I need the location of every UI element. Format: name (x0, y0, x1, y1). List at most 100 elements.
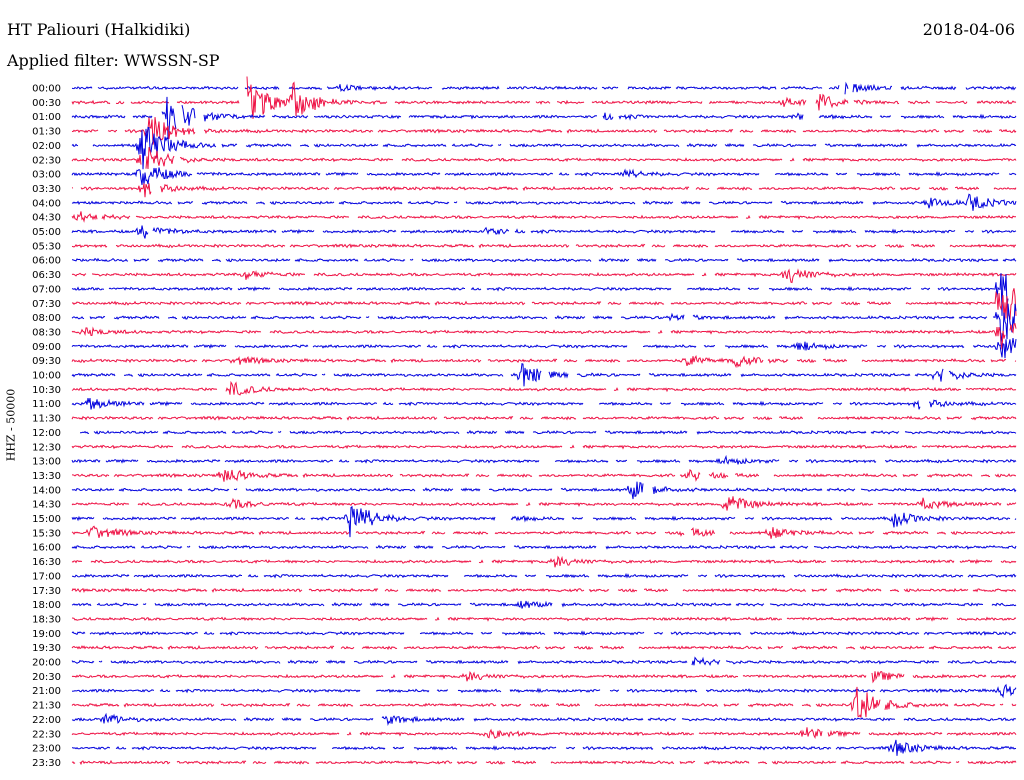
station-title: HT Paliouri (Halkidiki) (7, 20, 191, 39)
time-tick-label: 04:30 (32, 213, 61, 224)
seismic-trace-1700 (71, 572, 1017, 579)
time-tick-label: 20:30 (32, 672, 61, 683)
time-tick-label: 00:30 (32, 98, 61, 109)
seismic-trace-1900 (71, 630, 1017, 637)
seismic-trace-1430 (71, 496, 1017, 511)
seismic-trace-2100 (71, 683, 1017, 699)
time-tick-label: 08:30 (32, 327, 61, 338)
time-tick-label: 20:00 (32, 658, 61, 669)
seismic-trace-0830 (71, 323, 1017, 350)
seismic-trace-0700 (71, 273, 1009, 316)
time-tick-label: 06:30 (32, 270, 61, 281)
seismic-trace-1130 (71, 415, 1017, 421)
time-tick-label: 02:30 (32, 155, 61, 166)
seismic-trace-0330 (71, 183, 1017, 198)
date-label: 2018-04-06 (922, 20, 1015, 39)
seismic-trace-0130 (71, 117, 1017, 145)
seismic-trace-0600 (72, 257, 1017, 263)
time-tick-label: 12:00 (32, 428, 61, 439)
time-tick-label: 12:30 (32, 442, 61, 453)
seismic-trace-1400 (71, 481, 1017, 500)
seismic-trace-1300 (71, 454, 1017, 465)
seismic-trace-0900 (71, 338, 1017, 359)
time-tick-label: 23:30 (32, 758, 61, 769)
time-tick-label: 21:30 (32, 701, 61, 712)
time-tick-label: 13:00 (32, 457, 61, 468)
seismic-trace-1830 (71, 616, 1017, 622)
time-tick-label: 10:30 (32, 385, 61, 396)
time-tick-label: 18:30 (32, 614, 61, 625)
time-tick-label: 23:00 (32, 744, 61, 755)
time-tick-label: 19:30 (32, 643, 61, 654)
seismic-trace-1230 (71, 444, 1017, 450)
seismic-trace-0100 (71, 96, 1017, 140)
time-tick-label: 01:30 (32, 127, 61, 138)
time-tick-label: 15:00 (32, 514, 61, 525)
seismic-trace-2030 (71, 670, 1017, 684)
seismic-trace-0430 (71, 211, 1016, 223)
time-tick-label: 17:00 (32, 571, 61, 582)
seismic-trace-1500 (71, 505, 1017, 538)
seismic-trace-1600 (71, 544, 1017, 550)
time-tick-label: 14:30 (32, 500, 61, 511)
seismic-trace-0300 (71, 167, 1017, 185)
time-tick-label: 03:00 (32, 170, 61, 181)
seismic-trace-2000 (71, 656, 1017, 667)
time-tick-label: 13:30 (32, 471, 61, 482)
time-tick-label: 15:30 (32, 528, 61, 539)
seismic-trace-0000 (71, 81, 1017, 95)
time-tick-label: 22:30 (32, 729, 61, 740)
seismic-trace-1330 (72, 468, 1016, 482)
seismic-trace-1630 (71, 555, 1017, 568)
seismic-trace-2230 (71, 727, 1017, 740)
seismic-trace-2330 (71, 759, 1017, 766)
time-tick-label: 05:30 (32, 241, 61, 252)
seismic-trace-0930 (71, 354, 1017, 369)
time-tick-label: 21:00 (32, 686, 61, 697)
seismic-trace-0530 (71, 243, 1017, 249)
seismic-trace-1000 (71, 362, 1017, 387)
seismic-trace-2300 (72, 739, 1017, 756)
seismic-trace-0500 (71, 225, 1017, 239)
time-tick-label: 16:30 (32, 557, 61, 568)
seismic-trace-1030 (71, 380, 1017, 396)
seismic-trace-0230 (71, 147, 1017, 170)
seismic-trace-1200 (79, 429, 1017, 435)
time-tick-label: 16:00 (32, 543, 61, 554)
seismic-trace-1530 (71, 525, 1016, 539)
time-tick-label: 02:00 (32, 141, 61, 152)
time-tick-label: 03:30 (32, 184, 61, 195)
time-tick-label: 11:00 (32, 399, 61, 410)
time-tick-label: 10:00 (32, 371, 61, 382)
time-tick-label: 05:00 (32, 227, 61, 238)
seismic-trace-2130 (71, 686, 1017, 718)
seismic-trace-1100 (71, 397, 1017, 410)
seismic-trace-1930 (71, 645, 1017, 651)
seismic-trace-1800 (71, 600, 1017, 609)
time-tick-label: 18:00 (32, 600, 61, 611)
seismic-trace-0030 (71, 76, 1017, 119)
time-tick-label: 09:00 (32, 342, 61, 353)
time-tick-label: 07:30 (32, 299, 61, 310)
time-tick-label: 00:00 (32, 84, 61, 95)
filter-label: Applied filter: WWSSN-SP (7, 51, 220, 70)
time-tick-label: 14:00 (32, 485, 61, 496)
time-tick-label: 19:00 (32, 629, 61, 640)
time-tick-label: 22:00 (32, 715, 61, 726)
time-tick-label: 04:00 (32, 198, 61, 209)
time-tick-label: 01:00 (32, 112, 61, 123)
seismic-trace-0630 (71, 268, 1017, 284)
time-tick-label: 11:30 (32, 414, 61, 425)
time-tick-label: 06:00 (32, 256, 61, 267)
seismic-trace-0200 (71, 126, 1017, 170)
time-tick-label: 07:00 (32, 284, 61, 295)
time-tick-label: 08:00 (32, 313, 61, 324)
seismic-trace-0730 (71, 288, 1017, 320)
time-tick-label: 09:30 (32, 356, 61, 367)
seismic-trace-0400 (71, 193, 1017, 211)
seismic-trace-0800 (71, 303, 1017, 346)
seismogram-rows: 00:00 00:30 01:00 01:30 02:00 02:30 03:00 03:30… (32, 76, 1017, 769)
seismic-trace-2200 (71, 712, 1017, 726)
seismic-trace-1730 (71, 587, 1016, 593)
